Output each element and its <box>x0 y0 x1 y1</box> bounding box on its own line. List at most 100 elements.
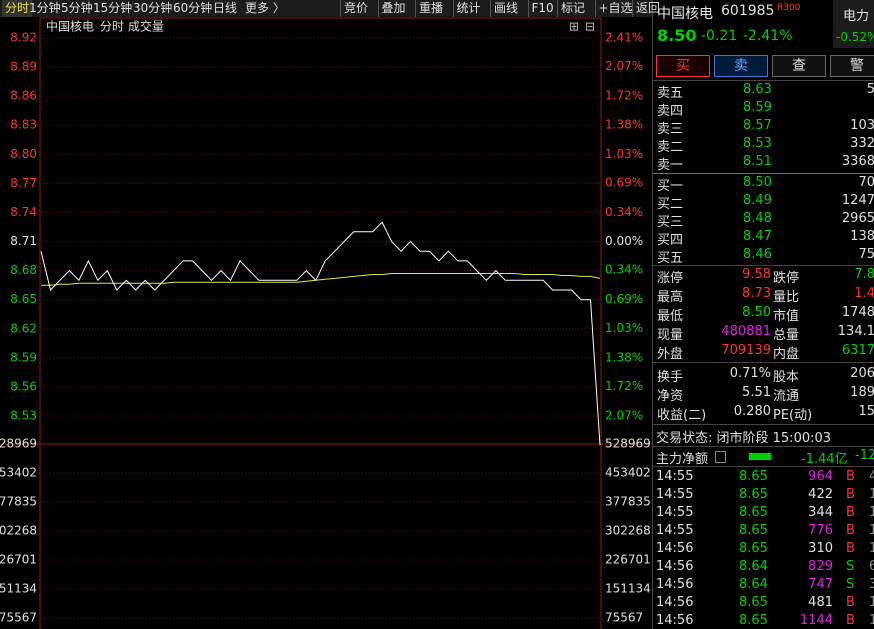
volume-tick-label: 453402 <box>0 466 37 480</box>
trade-side: B <box>846 523 855 538</box>
y2-tick-label: 1.72% <box>605 379 643 393</box>
stat-label: 最高 <box>657 290 684 305</box>
stat-label: 净资 <box>657 389 684 404</box>
stat-label: PE(动) <box>773 408 813 423</box>
volume-tick-label: 226701 <box>0 553 37 567</box>
tool-button[interactable]: 叠加 <box>377 0 409 17</box>
period-tab[interactable]: 5分钟 <box>61 1 93 15</box>
flow-icon <box>715 451 726 463</box>
y-tick-label: 8.59 <box>10 350 37 364</box>
tool-button[interactable]: 标记 <box>557 0 588 17</box>
stat-value: 1.4 <box>854 286 874 301</box>
y2-tick-label: 0.34% <box>605 205 643 219</box>
trade-price: 8.65 <box>739 523 768 538</box>
bid-price: 8.50 <box>743 175 772 190</box>
percent-change: -2.41% <box>743 28 793 44</box>
volume-tick-label: 453402 <box>605 466 651 480</box>
y-tick-label: 8.65 <box>10 292 37 306</box>
y-tick-label: 8.86 <box>10 89 37 103</box>
panel-icon: ⊟ <box>585 20 595 34</box>
period-tab[interactable]: 30分钟 <box>133 1 173 15</box>
trade-volume: 747 <box>808 577 833 592</box>
y-tick-label: 8.89 <box>10 60 37 74</box>
trade-volume: 422 <box>808 487 833 502</box>
bid-volume: 2965 <box>841 211 874 226</box>
tool-button[interactable]: 重播 <box>415 0 446 17</box>
y2-tick-label: 2.41% <box>605 31 643 45</box>
ask-price: 8.51 <box>743 154 772 169</box>
stat-label: 涨停 <box>657 271 684 286</box>
period-tab[interactable]: 1分钟 <box>29 1 61 15</box>
trade-count: 1 <box>869 541 874 556</box>
trade-count: 4 <box>869 469 874 484</box>
stat-label: 股本 <box>773 370 800 385</box>
period-tab[interactable]: 更多 〉 <box>245 1 285 15</box>
volume-tick-label: 226701 <box>605 553 651 567</box>
ask-label: 卖四 <box>657 104 684 119</box>
bid-volume: 75 <box>858 247 874 262</box>
period-tab[interactable]: 60分钟 <box>173 1 213 15</box>
trade-count: 1 <box>869 523 874 538</box>
action-button[interactable]: 警 <box>830 55 874 77</box>
price-line <box>41 273 601 286</box>
period-tab[interactable]: 15分钟 <box>93 1 133 15</box>
tool-button[interactable]: 返回 <box>632 0 663 17</box>
action-button[interactable]: 买 <box>656 55 710 77</box>
stat-value: 0.280 <box>733 404 771 419</box>
trade-volume: 310 <box>808 541 833 556</box>
period-tab[interactable]: 分时 <box>2 0 33 17</box>
stat-label: 现量 <box>657 328 684 343</box>
flow-bar <box>749 453 771 460</box>
stat-value: 189 <box>850 385 874 400</box>
trade-side: B <box>846 505 855 520</box>
trade-price: 8.64 <box>739 559 768 574</box>
stock-code: 601985 <box>721 3 775 19</box>
chart-legend: 中国核电 <box>46 19 94 34</box>
stat-label: 外盘 <box>657 347 684 362</box>
trade-price: 8.65 <box>739 469 768 484</box>
volume-tick-label: 75567 <box>605 611 643 625</box>
divider <box>653 446 874 447</box>
bid-price: 8.46 <box>743 247 772 262</box>
ask-price: 8.59 <box>743 100 772 115</box>
ask-volume: 332 <box>850 136 874 151</box>
stock-name: 中国核电 <box>657 6 713 22</box>
tool-button[interactable]: 统计 <box>452 0 484 17</box>
volume-tick-label: 528969 <box>0 437 37 451</box>
y2-tick-label: 1.72% <box>605 89 643 103</box>
tool-button[interactable]: 竞价 <box>340 0 371 17</box>
y2-tick-label: 0.69% <box>605 292 643 306</box>
trade-time: 14:56 <box>656 559 694 574</box>
trade-side: B <box>846 613 855 628</box>
trade-side: B <box>846 487 855 502</box>
stat-label: 流通 <box>773 389 800 404</box>
last-price: 8.50 <box>657 26 697 45</box>
stat-value: 8.73 <box>742 286 771 301</box>
y-tick-label: 8.77 <box>10 176 37 190</box>
action-button[interactable]: 卖 <box>714 55 768 77</box>
period-tab[interactable]: 日线 <box>213 1 238 15</box>
trade-price: 8.65 <box>739 541 768 556</box>
trade-price: 8.64 <box>739 577 768 592</box>
trade-price: 8.65 <box>739 613 768 628</box>
bid-label: 买二 <box>657 197 684 212</box>
trade-count: 3 <box>869 577 874 592</box>
action-button[interactable]: 查 <box>772 55 826 77</box>
stat-value: 206 <box>850 366 874 381</box>
stat-label: 量比 <box>773 290 800 305</box>
volume-tick-label: 377835 <box>605 495 651 509</box>
tool-button[interactable]: 画线 <box>490 0 521 17</box>
y-tick-label: 8.74 <box>10 205 37 219</box>
stat-label: 跌停 <box>773 271 800 286</box>
trade-volume: 344 <box>808 505 833 520</box>
trade-count: 1 <box>869 613 874 628</box>
bid-label: 买一 <box>657 179 684 194</box>
tool-button[interactable]: +自选 <box>594 0 636 17</box>
y2-tick-label: 2.07% <box>605 59 643 73</box>
volume-tick-label: 377835 <box>0 495 37 509</box>
trade-count: 1 <box>869 595 874 610</box>
chart-legend: 成交量 <box>128 19 164 34</box>
tool-button[interactable]: F10 <box>527 0 557 17</box>
trade-side: S <box>846 559 855 574</box>
quote-panel: 中国核电601985R300电力-0.52%8.50-0.21-2.41%买卖查… <box>652 0 874 629</box>
